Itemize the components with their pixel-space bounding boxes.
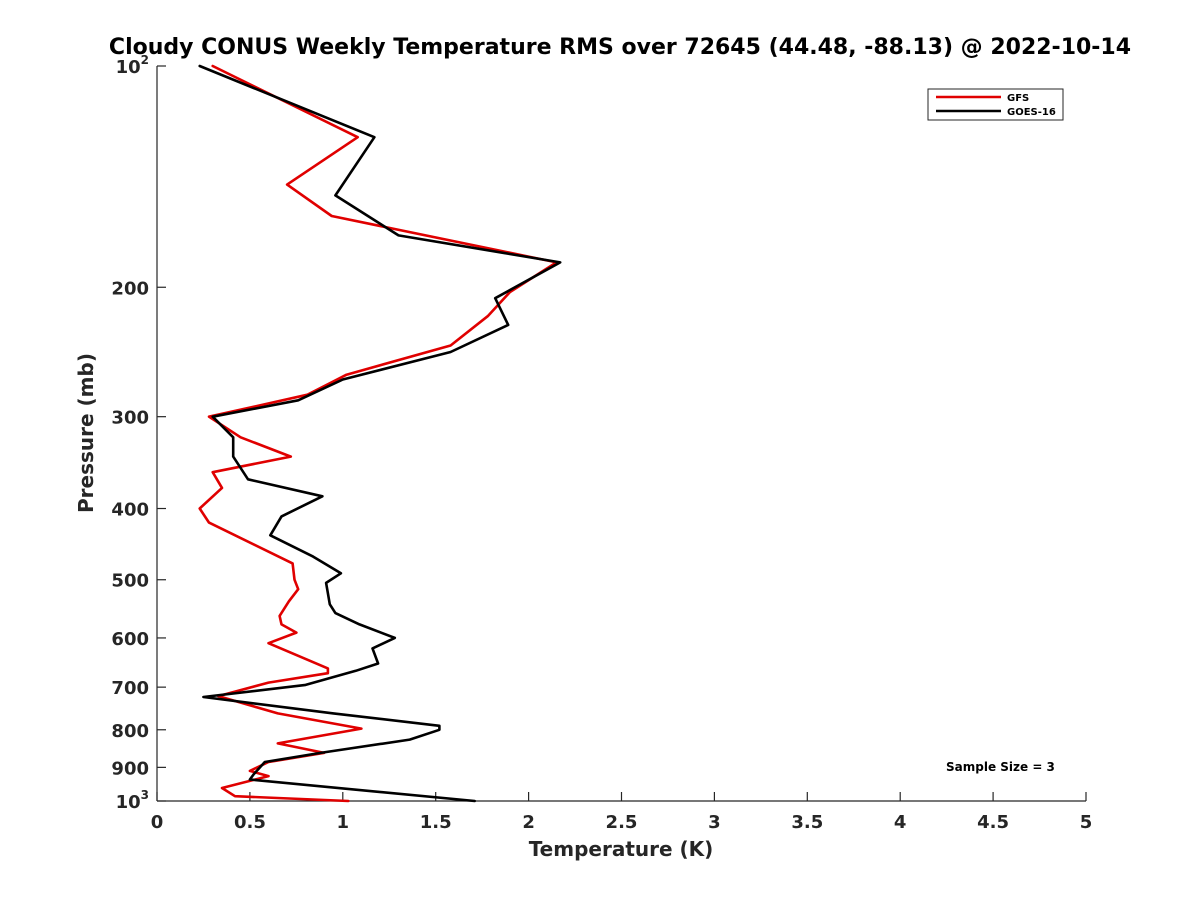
x-tick-label: 0.5	[234, 812, 266, 833]
y-tick-label: 900	[111, 758, 149, 779]
x-tick-label: 3	[708, 812, 721, 833]
x-axis-ticks: 0 0.5 1 1.5 2 2.5 3 3.5 4 4.5 5	[151, 792, 1093, 833]
legend: GFS GOES-16	[927, 88, 1064, 121]
y-tick-label: 600	[111, 629, 149, 650]
y-tick-exponent: 3	[141, 788, 149, 802]
series-layer	[198, 64, 562, 803]
x-tick-label: 3.5	[791, 812, 823, 833]
y-tick-label: 102	[116, 53, 149, 78]
legend-label: GFS	[1007, 93, 1029, 104]
x-tick-label: 4.5	[977, 812, 1009, 833]
y-axis-label: Pressure (mb)	[74, 353, 98, 513]
y-tick-label: 300	[111, 408, 149, 429]
sample-size-annotation: Sample Size = 3	[946, 760, 1055, 774]
x-axis-label: Temperature (K)	[529, 837, 714, 861]
y-tick-label: 400	[111, 500, 149, 521]
y-tick-base: 10	[116, 57, 141, 78]
y-tick-label: 800	[111, 721, 149, 742]
y-tick-label: 700	[111, 678, 149, 699]
x-tick-label: 1.5	[420, 812, 452, 833]
x-tick-label: 1	[337, 812, 350, 833]
x-tick-label: 4	[894, 812, 907, 833]
y-tick-label: 500	[111, 571, 149, 592]
y-tick-exponent: 2	[141, 53, 149, 67]
x-tick-label: 0	[151, 812, 164, 833]
legend-entries: GFS GOES-16	[936, 93, 1056, 118]
series-line-gfs	[198, 64, 558, 803]
x-tick-label: 5	[1080, 812, 1093, 833]
y-tick-label: 103	[116, 788, 149, 813]
chart-title: Cloudy CONUS Weekly Temperature RMS over…	[109, 35, 1131, 60]
legend-box	[927, 88, 1064, 121]
y-tick-label: 200	[111, 278, 149, 299]
x-tick-label: 2.5	[606, 812, 638, 833]
legend-label: GOES-16	[1007, 107, 1056, 118]
series-line-goes-16	[198, 64, 562, 803]
plot-area: 0 0.5 1 1.5 2 2.5 3 3.5 4 4.5 5 102200300400500600…	[111, 53, 1092, 833]
y-tick-base: 10	[116, 792, 141, 813]
x-tick-label: 2	[522, 812, 535, 833]
